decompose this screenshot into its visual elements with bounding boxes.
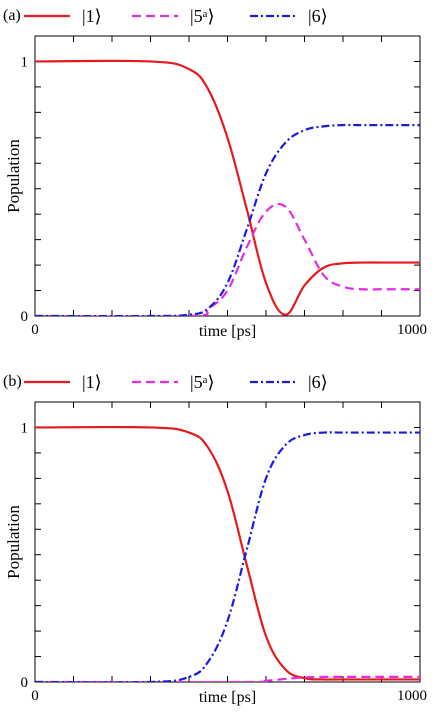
panel-label: (a) [3, 7, 21, 24]
series-line-state-1 [35, 59, 420, 316]
plot-frame [34, 35, 421, 317]
legend-label: |1⟩ [82, 372, 102, 392]
chart-panel-a: (a) |1⟩ |5ᵃ⟩ |6⟩ 0 1000 0 1 time [ps] Population [3, 6, 427, 340]
x-tick-label: 0 [31, 322, 39, 338]
y-tick-label: 1 [21, 54, 29, 70]
series-line-state-5a [35, 202, 420, 316]
x-axis-label: time [ps] [199, 323, 256, 340]
x-tick-label: 1000 [397, 688, 427, 704]
series-line-state-5a [35, 675, 420, 682]
legend-label: |6⟩ [308, 372, 328, 392]
panel-label: (b) [3, 373, 22, 390]
legend-label: |1⟩ [82, 6, 102, 26]
y-tick-label: 1 [21, 420, 29, 436]
y-tick-label: 0 [21, 309, 29, 325]
series-line-state-6 [35, 123, 420, 316]
x-tick-label: 1000 [397, 322, 427, 338]
y-tick-label: 0 [21, 675, 29, 691]
plot-frame [34, 401, 421, 683]
x-tick-label: 0 [31, 688, 39, 704]
legend-label: |6⟩ [308, 6, 328, 26]
series-line-state-6 [35, 431, 420, 682]
legend-label: |5ᵃ⟩ [190, 6, 215, 26]
chart-panel-b: (b) |1⟩ |5ᵃ⟩ |6⟩ 0 1000 0 1 time [ps] Population [3, 372, 427, 706]
y-axis-label: Population [4, 505, 23, 579]
x-axis-label: time [ps] [199, 689, 256, 706]
y-axis-label: Population [4, 139, 23, 213]
legend-label: |5ᵃ⟩ [190, 372, 215, 392]
series-line-state-1 [35, 425, 420, 681]
